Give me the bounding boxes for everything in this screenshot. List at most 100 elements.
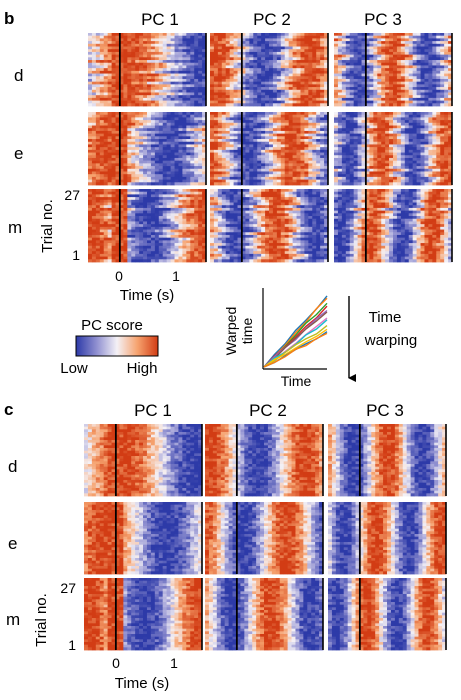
heat-cell xyxy=(316,171,321,175)
heat-cell xyxy=(237,218,242,222)
heat-cell xyxy=(198,226,203,230)
heat-cell xyxy=(198,136,203,140)
heat-cell xyxy=(404,38,410,42)
heat-cell xyxy=(194,207,199,212)
heat-cell xyxy=(385,33,390,37)
heat-cell xyxy=(304,147,309,151)
heat-cell xyxy=(162,57,168,61)
heat-cell xyxy=(312,125,317,129)
heat-cell xyxy=(88,103,93,107)
heat-cell xyxy=(393,33,398,37)
heat-cell xyxy=(300,155,305,159)
heat-cell xyxy=(288,49,293,53)
heat-cell xyxy=(170,221,175,225)
heat-cell xyxy=(147,128,152,132)
heat-cell xyxy=(143,229,148,233)
heat-cell xyxy=(123,38,128,42)
heat-cell xyxy=(103,179,109,183)
heat-cell xyxy=(115,117,120,121)
heat-cell xyxy=(158,89,164,93)
heat-cell xyxy=(361,35,366,39)
heat-cell xyxy=(150,210,156,214)
heat-cell xyxy=(115,224,120,228)
heat-cell xyxy=(237,33,242,37)
heat-cell xyxy=(300,218,305,222)
heat-cell xyxy=(162,54,168,58)
heat-cell xyxy=(280,234,286,239)
heat-cell xyxy=(221,189,227,193)
panel-b-heatmap-pc1-row-e xyxy=(88,112,207,186)
heat-cell xyxy=(225,51,231,56)
heat-cell xyxy=(269,57,274,61)
heat-cell xyxy=(324,112,329,116)
heat-cell xyxy=(296,87,301,91)
heat-cell xyxy=(194,81,199,85)
heat-cell xyxy=(257,171,262,175)
heat-cell xyxy=(265,210,270,214)
heat-cell xyxy=(312,194,317,198)
heat-cell xyxy=(154,97,160,101)
heat-cell xyxy=(111,259,116,263)
heat-cell xyxy=(308,141,313,145)
heat-cell xyxy=(170,232,175,236)
heat-cell xyxy=(257,237,262,241)
heat-cell xyxy=(265,213,270,217)
heat-cell xyxy=(95,125,101,129)
heat-cell xyxy=(91,207,97,212)
heat-cell xyxy=(107,202,112,206)
heat-cell xyxy=(166,191,171,195)
heat-cell xyxy=(139,112,144,116)
heat-cell xyxy=(288,81,293,85)
heat-cell xyxy=(272,76,278,80)
heat-cell xyxy=(99,191,105,195)
heat-cell xyxy=(324,84,329,88)
heat-cell xyxy=(178,155,183,159)
heat-cell xyxy=(103,35,109,39)
heat-cell xyxy=(182,221,187,225)
heat-cell xyxy=(249,43,254,47)
heat-cell xyxy=(178,232,183,236)
heat-cell xyxy=(316,218,321,222)
heat-cell xyxy=(324,122,329,126)
heat-cell xyxy=(143,191,148,195)
heat-cell xyxy=(135,128,140,132)
heat-cell xyxy=(166,41,171,45)
heat-cell xyxy=(135,234,140,239)
heat-cell xyxy=(119,210,124,214)
heat-cell xyxy=(115,60,120,64)
heat-cell xyxy=(253,136,258,140)
heat-cell xyxy=(166,155,171,159)
heat-cell xyxy=(198,149,203,153)
heat-cell xyxy=(194,189,199,193)
heat-cell xyxy=(292,46,297,50)
heat-cell xyxy=(143,46,148,50)
heat-cell xyxy=(150,49,156,53)
heat-cell xyxy=(139,199,144,203)
heat-cell xyxy=(174,120,179,124)
heat-cell xyxy=(190,166,195,170)
heat-cell xyxy=(233,226,238,230)
heat-cell xyxy=(186,87,191,91)
heat-cell xyxy=(349,41,355,45)
heat-cell xyxy=(131,81,136,85)
heat-cell xyxy=(127,179,132,183)
heat-cell xyxy=(257,147,262,151)
heat-cell xyxy=(296,128,301,132)
heat-cell xyxy=(304,130,309,135)
heat-cell xyxy=(178,103,183,107)
heat-cell xyxy=(272,95,278,99)
heat-cell xyxy=(178,168,183,172)
heat-cell xyxy=(296,202,301,206)
heat-cell xyxy=(253,245,258,249)
heat-cell xyxy=(257,182,262,186)
heat-cell xyxy=(107,97,112,101)
heat-cell xyxy=(296,191,301,195)
heat-cell xyxy=(316,70,321,74)
heat-cell xyxy=(304,237,309,241)
heat-cell xyxy=(312,253,317,257)
heat-cell xyxy=(217,189,223,193)
heat-cell xyxy=(190,125,195,129)
heat-cell xyxy=(288,144,293,148)
heat-cell xyxy=(186,237,191,241)
heat-cell xyxy=(99,70,105,74)
